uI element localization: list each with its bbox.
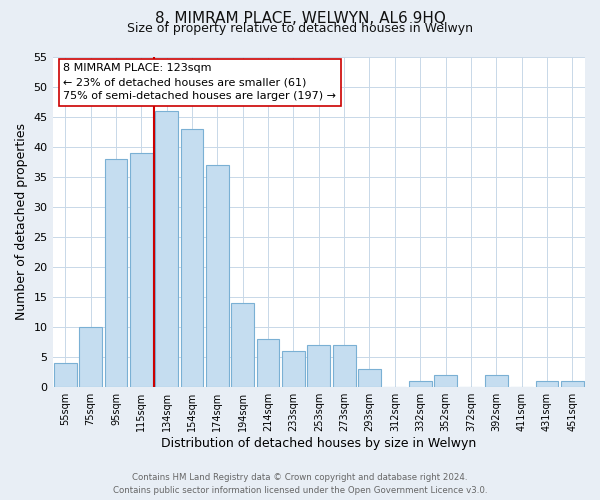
Bar [130, 152, 152, 387]
Bar [257, 339, 280, 387]
Text: Contains HM Land Registry data © Crown copyright and database right 2024.
Contai: Contains HM Land Registry data © Crown c… [113, 474, 487, 495]
Bar [409, 381, 431, 387]
Bar [206, 164, 229, 387]
Bar [54, 363, 77, 387]
Bar [231, 303, 254, 387]
Bar [434, 375, 457, 387]
Text: Size of property relative to detached houses in Welwyn: Size of property relative to detached ho… [127, 22, 473, 35]
X-axis label: Distribution of detached houses by size in Welwyn: Distribution of detached houses by size … [161, 437, 476, 450]
Bar [333, 345, 356, 387]
Bar [79, 327, 102, 387]
Bar [561, 381, 584, 387]
Bar [536, 381, 559, 387]
Y-axis label: Number of detached properties: Number of detached properties [15, 124, 28, 320]
Text: 8 MIMRAM PLACE: 123sqm
← 23% of detached houses are smaller (61)
75% of semi-det: 8 MIMRAM PLACE: 123sqm ← 23% of detached… [63, 63, 336, 101]
Bar [282, 351, 305, 387]
Bar [181, 128, 203, 387]
Bar [104, 158, 127, 387]
Bar [155, 110, 178, 387]
Bar [485, 375, 508, 387]
Bar [307, 345, 330, 387]
Bar [358, 369, 381, 387]
Text: 8, MIMRAM PLACE, WELWYN, AL6 9HQ: 8, MIMRAM PLACE, WELWYN, AL6 9HQ [155, 11, 445, 26]
